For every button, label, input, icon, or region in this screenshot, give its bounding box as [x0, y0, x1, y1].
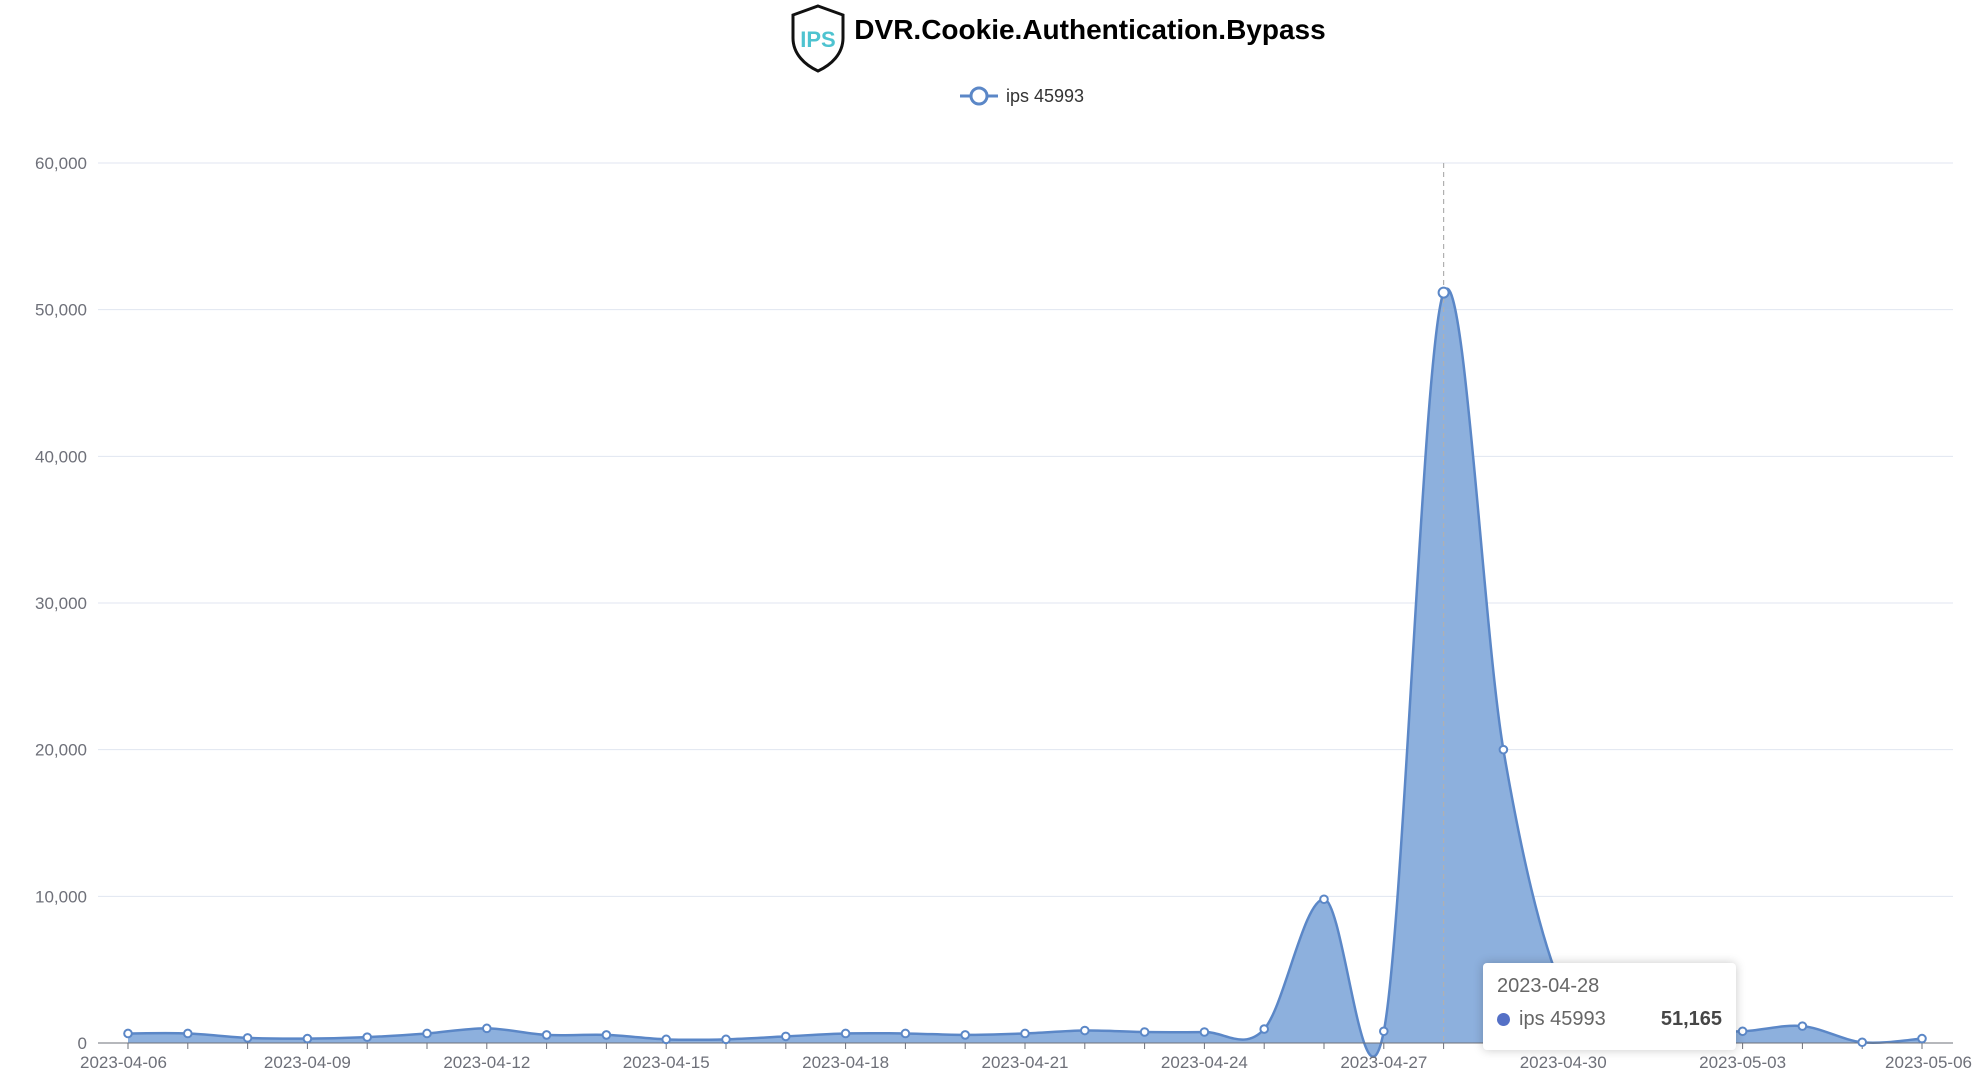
- data-point: [1917, 1033, 1927, 1044]
- y-tick-label: 30,000: [35, 594, 87, 613]
- series-area-fill: [128, 288, 1922, 1057]
- data-point: [960, 1030, 971, 1040]
- series-color-dot: [1497, 1013, 1510, 1026]
- x-tick-label: 2023-04-18: [802, 1053, 889, 1072]
- data-point: [900, 1028, 911, 1039]
- x-tick-label: 2023-04-09: [264, 1053, 351, 1072]
- tooltip-row: ips 45993 51,165: [1497, 1008, 1722, 1031]
- x-tick-label: 2023-04-24: [1161, 1053, 1248, 1072]
- data-point: [1199, 1027, 1210, 1037]
- data-point: [422, 1028, 432, 1039]
- y-tick-label: 50,000: [35, 301, 87, 320]
- series-points: [123, 163, 1927, 1048]
- data-point: [183, 1028, 193, 1039]
- data-point: [721, 1034, 731, 1045]
- grid-lines: [98, 162, 1953, 897]
- data-point: [1437, 286, 1450, 299]
- x-tick-label: 2023-04-21: [982, 1053, 1069, 1072]
- tooltip-date: 2023-04-28: [1497, 975, 1600, 997]
- x-tick-label: 2023-05-03: [1699, 1053, 1786, 1072]
- data-point: [601, 1030, 612, 1040]
- chart-header: IPS DVR.Cookie.Authentication.Bypass: [791, 4, 1326, 73]
- x-tick-label: 2023-04-30: [1520, 1053, 1607, 1072]
- data-point: [840, 1028, 851, 1039]
- logo-text: IPS: [800, 27, 835, 52]
- data-point: [362, 1032, 373, 1042]
- data-point: [781, 1031, 791, 1042]
- data-point: [541, 1030, 552, 1040]
- data-point: [1319, 894, 1329, 905]
- data-point: [1797, 1021, 1808, 1031]
- series-area: [127, 287, 1923, 1058]
- data-point: [1080, 1025, 1090, 1036]
- legend[interactable]: ips 45993: [960, 86, 1084, 106]
- data-point: [1259, 1024, 1269, 1034]
- data-point: [1857, 1037, 1867, 1048]
- x-axis: 2023-04-06 2023-04-09 2023-04-12 2023-04-15…: [80, 1042, 1972, 1072]
- data-point: [1498, 744, 1509, 755]
- data-point: [1379, 1026, 1389, 1037]
- y-axis: 0 10,000 20,000 30,000 40,000 50,000 60,000: [35, 154, 87, 1053]
- data-tooltip: 2023-04-28 ips 45993 51,165: [1483, 963, 1736, 1050]
- y-tick-label: 40,000: [35, 447, 87, 466]
- ips-shield-logo: IPS: [791, 4, 845, 73]
- y-tick-label: 20,000: [35, 741, 87, 760]
- chart-title: DVR.Cookie.Authentication.Bypass: [854, 14, 1325, 45]
- legend-marker-icon: [969, 86, 989, 106]
- data-point: [661, 1034, 672, 1045]
- x-tick-label: 2023-04-27: [1340, 1053, 1427, 1072]
- x-tick-label: 2023-05-06: [1885, 1053, 1972, 1072]
- y-tick-label: 0: [78, 1034, 87, 1053]
- y-tick-label: 60,000: [35, 154, 87, 173]
- legend-label: ips 45993: [1006, 86, 1084, 106]
- data-point: [482, 1023, 492, 1034]
- data-point: [123, 1028, 133, 1039]
- x-tick-label: 2023-04-15: [623, 1053, 710, 1072]
- data-point: [242, 1033, 253, 1043]
- tooltip-series-name: ips 45993: [1519, 1008, 1606, 1030]
- data-point: [1139, 1027, 1150, 1037]
- tooltip-value: 51,165: [1660, 1008, 1722, 1030]
- x-tick-label: 2023-04-06: [80, 1053, 167, 1072]
- data-point: [1737, 1026, 1748, 1037]
- x-tick-label: 2023-04-12: [443, 1053, 530, 1072]
- data-point: [1020, 1028, 1030, 1039]
- shield-icon: [791, 4, 845, 73]
- series-line: [127, 287, 1923, 1058]
- y-tick-label: 10,000: [35, 887, 87, 906]
- data-point: [302, 1033, 313, 1044]
